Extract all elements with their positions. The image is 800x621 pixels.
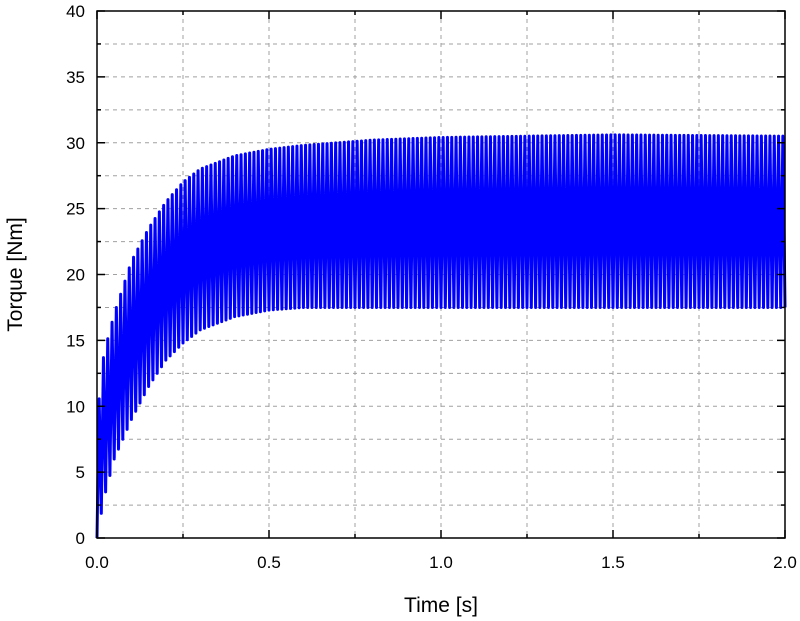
- y-tick-label: 35: [66, 68, 85, 87]
- x-tick-label: 1.5: [601, 553, 625, 572]
- y-tick-label: 5: [76, 463, 85, 482]
- y-tick-label: 15: [66, 331, 85, 350]
- torque-line: [95, 133, 787, 539]
- y-tick-label: 30: [66, 134, 85, 153]
- x-tick-label: 0.0: [85, 553, 109, 572]
- y-tick-label: 40: [66, 2, 85, 21]
- y-tick-label: 10: [66, 397, 85, 416]
- x-tick-label: 2.0: [773, 553, 797, 572]
- y-tick-label: 0: [76, 529, 85, 548]
- axis-ticks: [96, 10, 786, 539]
- x-tick-label: 0.5: [257, 553, 281, 572]
- series-torque: [95, 133, 787, 539]
- y-tick-label: 25: [66, 200, 85, 219]
- y-axis-title: Torque [Nm]: [4, 217, 27, 331]
- x-tick-label: 1.0: [429, 553, 453, 572]
- x-axis-title: Time [s]: [404, 594, 478, 617]
- y-tick-label: 20: [66, 266, 85, 285]
- x-tick-labels: 0.0 0.5 1.0 1.5 2.0: [85, 553, 797, 572]
- y-tick-labels: 0 5 10 15 20 25 30 35 40: [66, 2, 85, 548]
